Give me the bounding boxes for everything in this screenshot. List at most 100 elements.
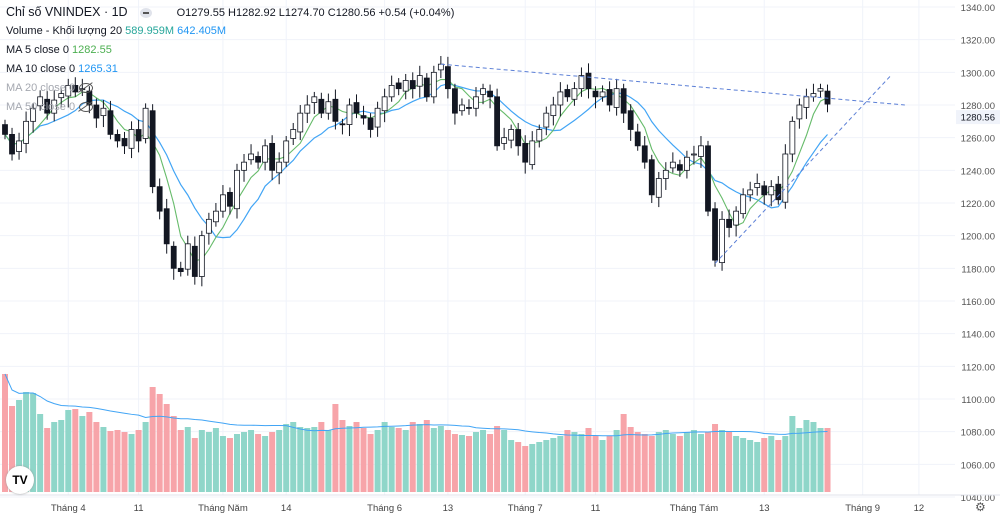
candle bbox=[754, 173, 761, 196]
candle bbox=[592, 86, 599, 109]
volume-bar bbox=[683, 432, 690, 492]
candle bbox=[227, 187, 233, 215]
trendline bbox=[440, 63, 905, 106]
candle-body bbox=[501, 137, 508, 144]
volume-bar bbox=[79, 416, 86, 492]
candle-body bbox=[641, 145, 648, 163]
ma20-label: MA 20 close 0 bbox=[6, 82, 76, 94]
candle-body bbox=[430, 71, 437, 98]
volume-bar bbox=[690, 430, 697, 492]
candle-body bbox=[536, 129, 543, 142]
candle-body bbox=[754, 182, 761, 188]
tradingview-logo[interactable]: TV bbox=[6, 466, 34, 494]
candle bbox=[255, 151, 261, 169]
volume-bar bbox=[817, 428, 824, 492]
candle bbox=[2, 119, 8, 140]
candle bbox=[107, 100, 114, 140]
y-tick-label: 1240.00 bbox=[961, 166, 995, 177]
candle bbox=[606, 81, 613, 112]
volume-bar bbox=[114, 430, 121, 492]
volume-bar bbox=[388, 427, 395, 492]
symbol-title[interactable]: Chỉ số VNINDEX · 1D bbox=[6, 5, 128, 19]
volume-bar bbox=[726, 432, 733, 492]
volume-bar bbox=[156, 394, 163, 492]
ma10-legend[interactable]: MA 10 close 0 1265.31 bbox=[6, 60, 454, 79]
candle-body bbox=[100, 107, 107, 117]
candle bbox=[262, 139, 269, 171]
ma5-legend[interactable]: MA 5 close 0 1282.55 bbox=[6, 41, 454, 60]
candle-body bbox=[16, 140, 22, 152]
x-tick-label: Tháng Tám bbox=[670, 503, 718, 514]
candle-body bbox=[23, 120, 29, 144]
candle-body bbox=[304, 104, 311, 114]
candle-body bbox=[198, 235, 205, 277]
volume-bar bbox=[733, 436, 740, 492]
candle-body bbox=[691, 153, 697, 156]
volume-bar bbox=[740, 438, 747, 492]
volume-bar bbox=[2, 374, 8, 492]
volume-legend[interactable]: Volume - Khối lượng 20 589.959M 642.405M bbox=[6, 22, 454, 41]
ohlc-open: O1279.55 bbox=[176, 7, 225, 19]
volume-bar bbox=[719, 430, 726, 492]
candle-body bbox=[142, 107, 149, 139]
candle-body bbox=[557, 91, 564, 106]
candle bbox=[269, 135, 276, 181]
candle bbox=[789, 116, 796, 163]
volume-bar bbox=[30, 393, 37, 492]
candle-body bbox=[585, 72, 592, 90]
candle bbox=[297, 105, 304, 141]
hidden-eye-icon[interactable] bbox=[79, 102, 94, 113]
volume-bar bbox=[318, 422, 325, 492]
candle bbox=[402, 73, 409, 100]
candle bbox=[381, 88, 388, 123]
trendline bbox=[714, 75, 892, 264]
volume-bar bbox=[241, 432, 248, 492]
candle bbox=[613, 78, 620, 116]
hidden-eye-icon[interactable] bbox=[79, 83, 94, 94]
candle-body bbox=[346, 104, 353, 126]
candle bbox=[374, 101, 381, 137]
y-tick-label: 1260.00 bbox=[961, 134, 995, 145]
candle bbox=[93, 98, 100, 128]
volume-bar bbox=[494, 426, 501, 492]
candle bbox=[712, 202, 718, 267]
candle bbox=[423, 73, 430, 102]
x-tick-label: 14 bbox=[281, 503, 292, 514]
candle-body bbox=[65, 85, 72, 97]
volume-bar bbox=[754, 442, 761, 492]
ma20-legend[interactable]: MA 20 close 0 bbox=[6, 79, 454, 98]
candle bbox=[395, 78, 402, 96]
candle bbox=[796, 98, 803, 129]
last-price-badge bbox=[956, 110, 1000, 125]
volume-bar bbox=[163, 404, 170, 492]
candle-body bbox=[768, 186, 775, 196]
x-tick-label: Tháng 6 bbox=[367, 503, 402, 514]
volume-bar bbox=[311, 427, 318, 492]
candle-body bbox=[613, 88, 620, 108]
candle-body bbox=[325, 101, 332, 114]
volume-bar bbox=[269, 432, 276, 492]
volume-bar bbox=[212, 428, 219, 492]
candle-body bbox=[177, 267, 184, 273]
ma50-legend[interactable]: MA 50 close 0 bbox=[6, 98, 454, 117]
volume-bar bbox=[360, 428, 367, 492]
candle bbox=[761, 180, 768, 205]
candle bbox=[444, 56, 451, 99]
volume-bar bbox=[381, 422, 388, 492]
candle-body bbox=[409, 80, 416, 90]
candle bbox=[719, 211, 725, 271]
candle bbox=[662, 162, 669, 190]
volume-bar bbox=[627, 427, 634, 492]
candle-body bbox=[473, 96, 479, 109]
last-price-label: 1280.56 bbox=[961, 113, 995, 124]
collapse-icon[interactable] bbox=[139, 8, 152, 19]
y-tick-label: 1100.00 bbox=[961, 395, 995, 406]
settings-gear-icon[interactable]: ⚙ bbox=[975, 500, 986, 514]
volume-bar bbox=[599, 440, 606, 492]
candle bbox=[416, 65, 423, 98]
candle-body bbox=[51, 99, 58, 114]
candle bbox=[163, 198, 170, 254]
candle bbox=[205, 212, 212, 245]
volume-bar bbox=[283, 424, 290, 492]
